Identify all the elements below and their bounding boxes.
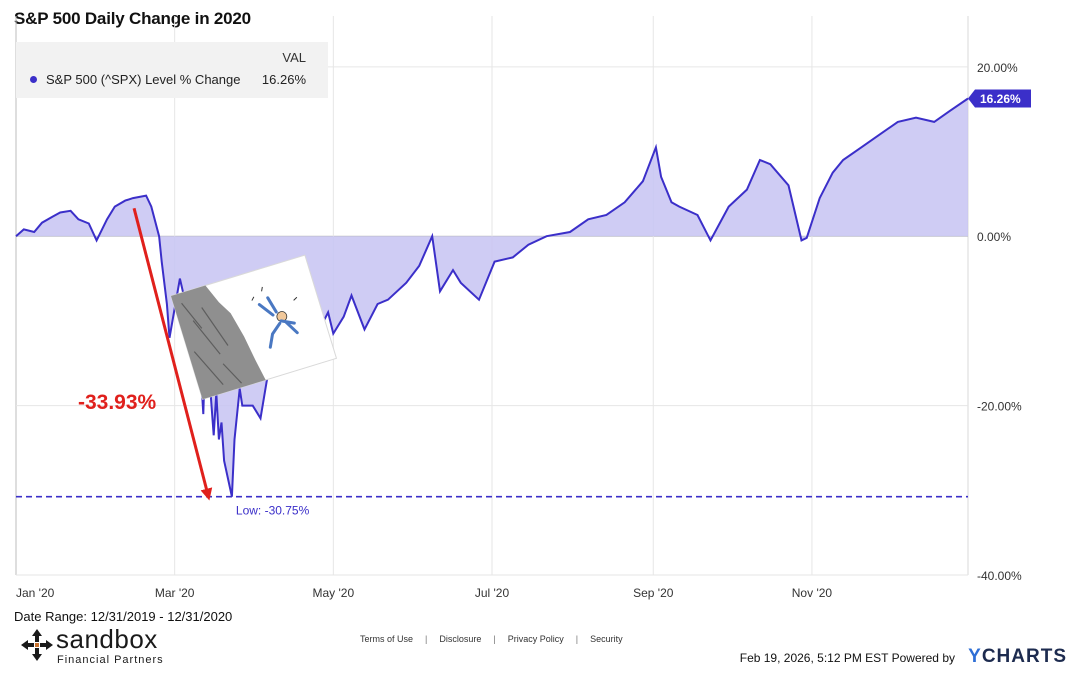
cliff-shape xyxy=(171,285,266,400)
y-tick-label: 20.00% xyxy=(977,61,1018,75)
legend: VAL S&P 500 (^SPX) Level % Change 16.26% xyxy=(16,42,328,98)
y-tick-label: -40.00% xyxy=(977,569,1022,583)
date-range: Date Range: 12/31/2019 - 12/31/2020 xyxy=(14,609,233,624)
link-separator: | xyxy=(575,634,579,644)
x-tick-label: Jul '20 xyxy=(475,586,510,600)
timestamp: Feb 19, 2026, 5:12 PM EST Powered by xyxy=(739,651,955,665)
drawdown-arrow xyxy=(132,207,213,501)
series-line xyxy=(15,97,969,497)
falling-person-illustration xyxy=(170,254,338,400)
cliff-texture xyxy=(181,302,243,386)
logo-name: sandbox xyxy=(56,624,158,654)
x-tick-label: May '20 xyxy=(313,586,355,600)
drawdown-label: -33.93% xyxy=(78,391,157,414)
legend-series-value: 16.26% xyxy=(261,72,306,87)
link-separator: | xyxy=(493,634,496,644)
end-value-tag-bg xyxy=(968,89,1031,108)
disclosure-link[interactable]: Disclosure xyxy=(439,634,482,644)
x-tick-label: Sep '20 xyxy=(633,586,674,600)
end-value-tag-text: 16.26% xyxy=(980,92,1021,106)
motion-lines xyxy=(251,286,298,301)
x-tick-label: Jan '20 xyxy=(16,586,55,600)
link-separator: | xyxy=(425,634,428,644)
footer-links: Terms of Use | Disclosure | Privacy Poli… xyxy=(360,634,623,644)
x-tick-label: Mar '20 xyxy=(155,586,195,600)
security-link[interactable]: Security xyxy=(590,634,623,644)
legend-value-header: VAL xyxy=(282,50,306,65)
ycharts-logo-text: CHARTS xyxy=(981,646,1067,667)
terms-of-use-link[interactable]: Terms of Use xyxy=(360,634,414,644)
low-label: Low: -30.75% xyxy=(236,504,310,518)
y-tick-label: 0.00% xyxy=(977,230,1011,244)
series-area-fill xyxy=(16,98,968,497)
logo-subtitle: Financial Partners xyxy=(57,654,164,666)
person-body xyxy=(257,296,299,349)
chart-title: S&P 500 Daily Change in 2020 xyxy=(14,9,251,28)
sandbox-logo: sandbox Financial Partners xyxy=(20,624,200,670)
legend-series-name: S&P 500 (^SPX) Level % Change xyxy=(46,72,241,87)
ycharts-logo[interactable]: YCHARTS xyxy=(968,646,1067,668)
ycharts-logo-y: Y xyxy=(968,646,982,667)
x-tick-label: Nov '20 xyxy=(792,586,833,600)
legend-series-marker xyxy=(30,76,37,83)
y-tick-label: -20.00% xyxy=(977,400,1022,414)
end-value-tag: 16.26% xyxy=(968,89,1031,108)
privacy-policy-link[interactable]: Privacy Policy xyxy=(507,634,564,644)
compass-arrows-icon xyxy=(21,629,53,661)
